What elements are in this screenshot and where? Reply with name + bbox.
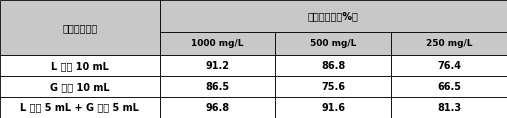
Text: 66.5: 66.5 <box>437 82 461 92</box>
Text: 校正死亡率（%）: 校正死亡率（%） <box>308 11 359 21</box>
Bar <box>160 55 275 76</box>
Bar <box>275 32 391 55</box>
Bar <box>391 97 507 118</box>
Text: 86.8: 86.8 <box>321 61 345 71</box>
Bar <box>0 0 160 55</box>
Text: 81.3: 81.3 <box>437 103 461 113</box>
Text: 500 mg/L: 500 mg/L <box>310 39 356 48</box>
Text: 91.6: 91.6 <box>321 103 345 113</box>
Text: 86.5: 86.5 <box>205 82 230 92</box>
Text: 96.8: 96.8 <box>205 103 230 113</box>
Text: 250 mg/L: 250 mg/L <box>426 39 473 48</box>
Bar <box>160 76 275 97</box>
Bar <box>160 32 275 55</box>
Text: L 试剂 10 mL: L 试剂 10 mL <box>51 61 109 71</box>
Bar <box>0 76 160 97</box>
Bar <box>0 55 160 76</box>
Text: 76.4: 76.4 <box>437 61 461 71</box>
Text: G 试剂 10 mL: G 试剂 10 mL <box>50 82 110 92</box>
Text: 75.6: 75.6 <box>321 82 345 92</box>
Bar <box>391 55 507 76</box>
Bar <box>275 55 391 76</box>
Text: 假试药用剂量: 假试药用剂量 <box>62 23 97 33</box>
Bar <box>0 97 160 118</box>
Bar <box>391 76 507 97</box>
Bar <box>160 0 507 32</box>
Text: L 试剂 5 mL + G 试剂 5 mL: L 试剂 5 mL + G 试剂 5 mL <box>20 103 139 113</box>
Bar <box>391 32 507 55</box>
Text: 1000 mg/L: 1000 mg/L <box>191 39 244 48</box>
Bar <box>275 76 391 97</box>
Text: 91.2: 91.2 <box>205 61 230 71</box>
Bar <box>160 97 275 118</box>
Bar <box>275 97 391 118</box>
